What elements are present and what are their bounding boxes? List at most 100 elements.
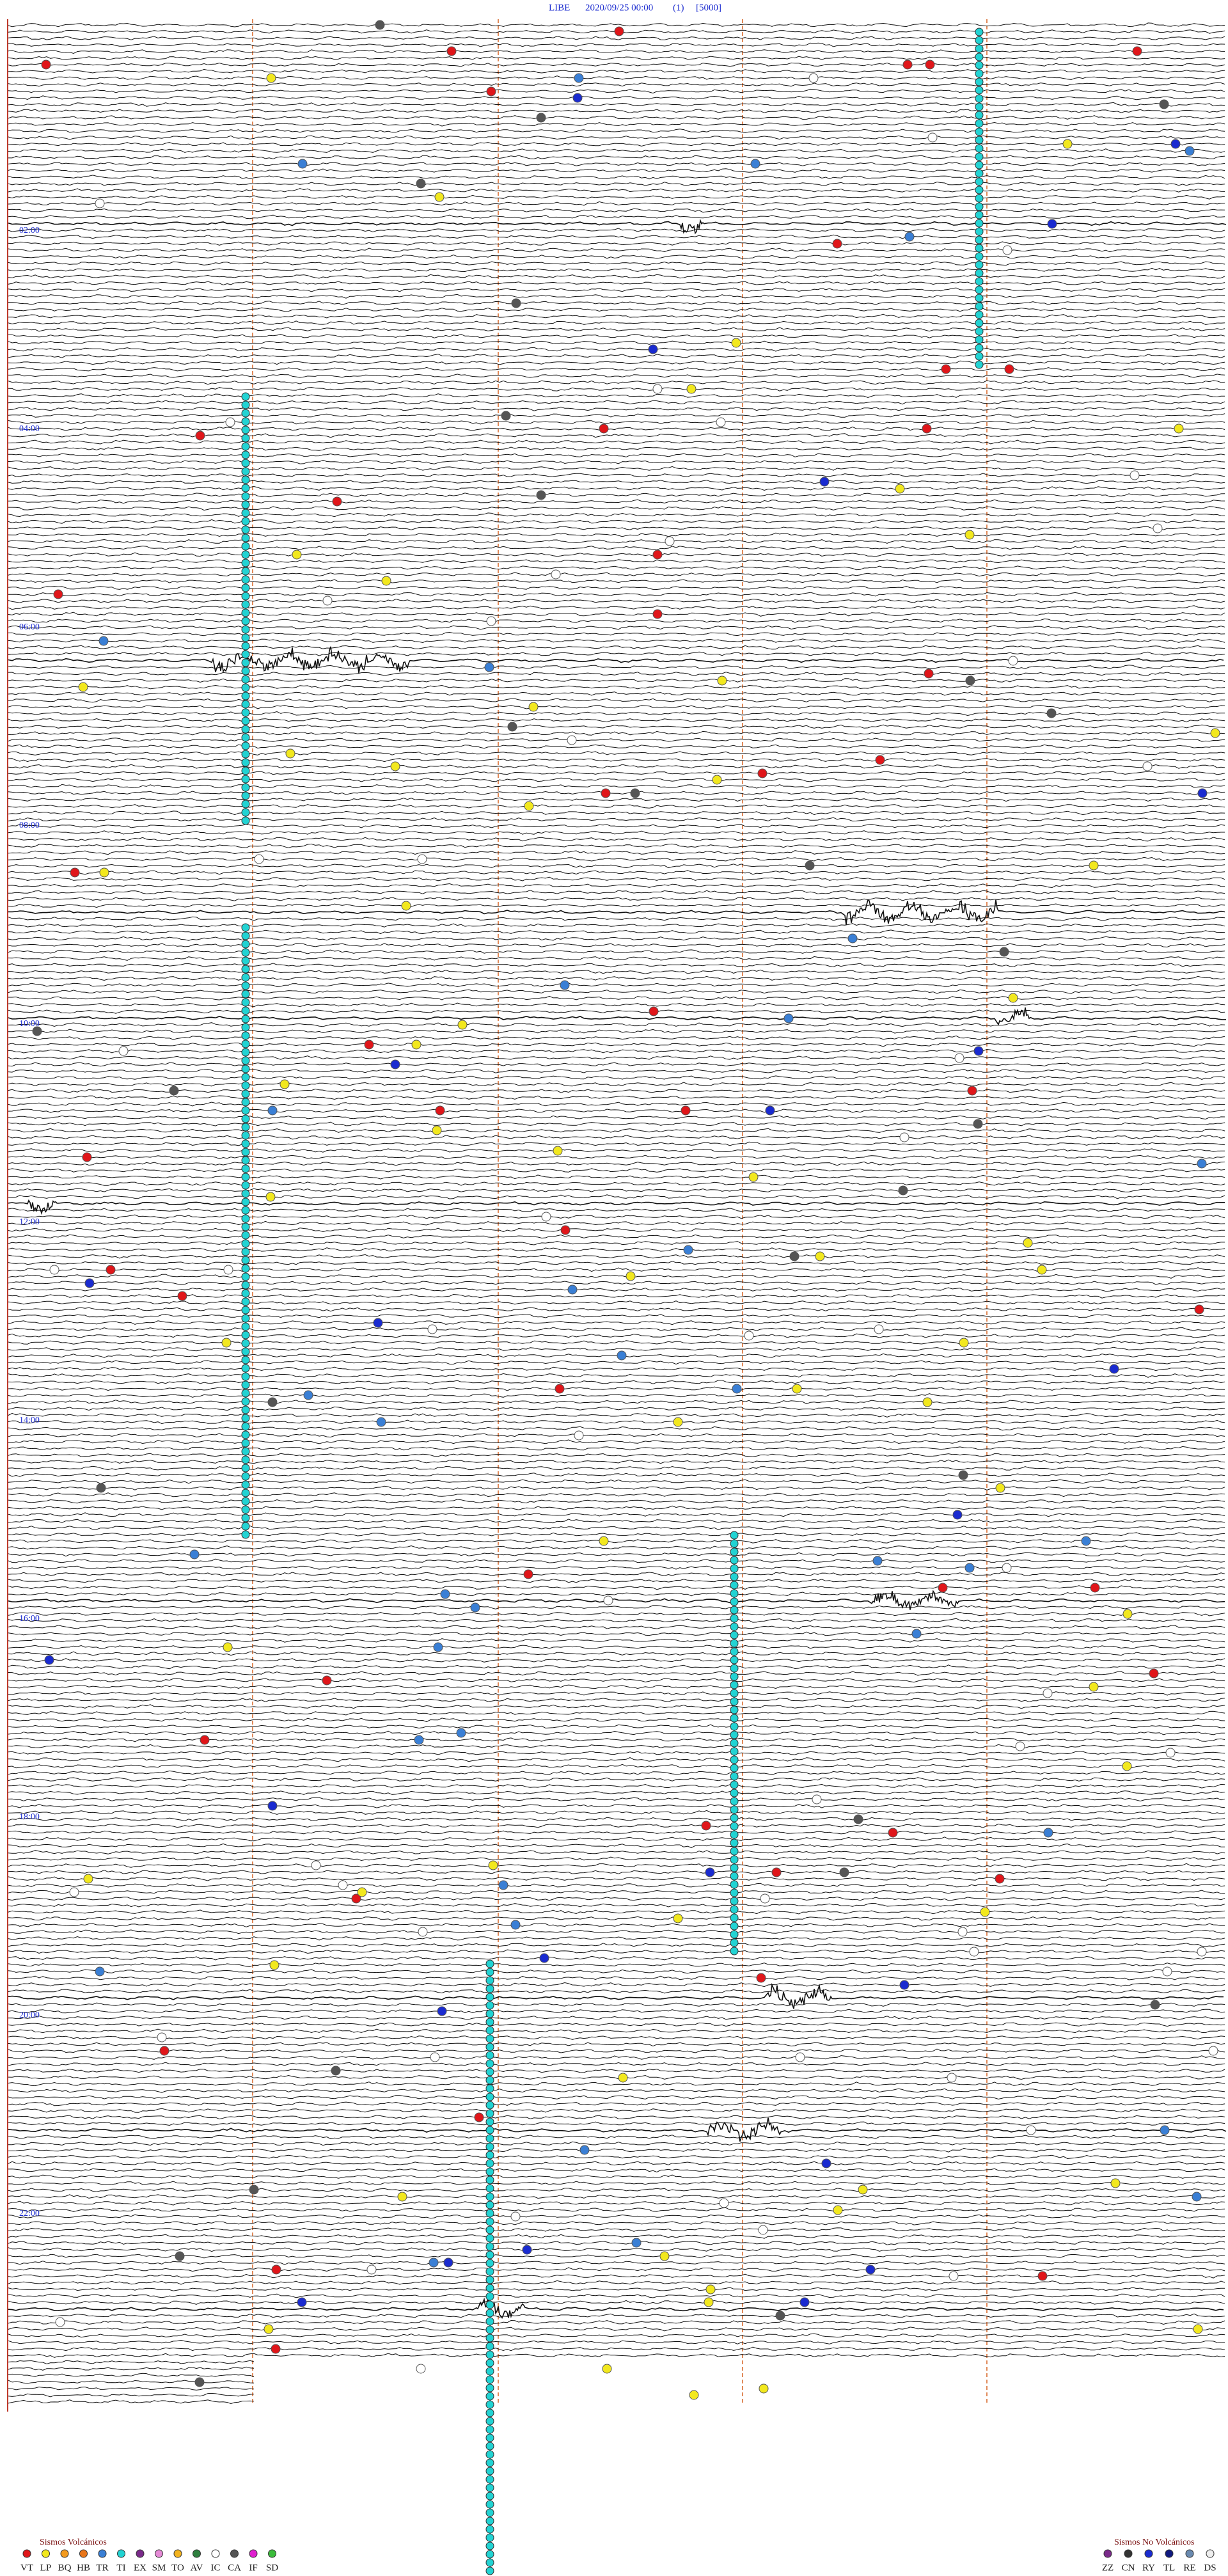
event-marker <box>474 2112 484 2122</box>
event-marker <box>99 867 109 878</box>
event-marker <box>118 1046 129 1056</box>
event-marker <box>541 1212 551 1222</box>
event-marker <box>241 417 250 426</box>
event-marker <box>553 1146 563 1156</box>
event-marker <box>485 2026 494 2035</box>
trace <box>8 1737 1225 1742</box>
event-marker <box>599 423 609 434</box>
trace <box>8 82 1225 87</box>
event-marker <box>390 761 400 771</box>
trace <box>8 1446 1225 1451</box>
trace <box>8 208 1225 213</box>
event-marker <box>649 1006 659 1016</box>
trace <box>8 374 1225 378</box>
trace <box>8 810 1225 816</box>
trace <box>8 1042 1225 1047</box>
event-marker <box>417 854 427 864</box>
event-marker <box>730 1739 739 1748</box>
trace <box>8 1380 1225 1385</box>
event-marker <box>975 344 984 352</box>
trace <box>8 1473 1225 1477</box>
trace <box>8 506 1225 511</box>
trace <box>8 1923 1225 1927</box>
event-marker <box>689 2390 699 2400</box>
legend-swatch <box>60 2549 69 2558</box>
trace <box>8 1651 1225 1656</box>
trace <box>8 1625 1225 1630</box>
trace <box>8 1684 1225 1689</box>
trace <box>8 1048 1225 1054</box>
event-marker <box>975 335 984 344</box>
event-marker <box>241 642 250 651</box>
trace <box>8 347 1225 352</box>
event-marker <box>241 525 250 534</box>
event-marker <box>241 1206 250 1215</box>
trace <box>8 711 1225 716</box>
legend-code: TO <box>171 2563 184 2573</box>
event-marker <box>899 1132 909 1142</box>
legend-title: Sismos No Volcánicos <box>1114 2538 1195 2547</box>
event-marker <box>730 1938 739 1947</box>
trace <box>8 1949 1225 1954</box>
event-marker <box>241 425 250 434</box>
event-marker <box>683 1245 693 1255</box>
event-marker <box>730 1730 739 1739</box>
event-marker <box>221 1338 232 1348</box>
trace <box>8 1148 1225 1153</box>
event-marker <box>601 788 611 798</box>
trace <box>8 22 1225 28</box>
event-marker <box>618 2073 628 2083</box>
trace <box>8 2221 1225 2225</box>
event-marker <box>267 1105 278 1116</box>
trace <box>8 519 1225 524</box>
event-marker <box>241 783 250 792</box>
event-marker <box>815 1251 825 1261</box>
event-marker <box>975 244 984 253</box>
trace <box>8 2254 1225 2259</box>
event-marker <box>338 1880 348 1890</box>
trace <box>8 552 1225 557</box>
trace <box>8 473 1225 478</box>
event-marker <box>485 2225 494 2234</box>
event-marker <box>730 1797 739 1806</box>
event-marker <box>485 2184 494 2193</box>
event-marker <box>652 549 663 560</box>
trace <box>8 1228 1225 1233</box>
trace <box>8 1969 1225 1974</box>
trace <box>8 95 1225 100</box>
trace <box>8 744 1225 749</box>
event-marker <box>1185 146 1195 156</box>
trace <box>8 1333 1225 1338</box>
trace <box>8 1022 1225 1027</box>
event-marker <box>241 550 250 559</box>
legend-swatch <box>1103 2549 1112 2558</box>
event-marker <box>957 1927 968 1937</box>
trace <box>8 148 1225 153</box>
legend-swatch <box>98 2549 107 2558</box>
event-marker <box>1122 1609 1133 1619</box>
trace <box>8 1538 1225 1544</box>
event-marker <box>730 1822 739 1831</box>
trace <box>8 1088 1225 1093</box>
event-marker <box>812 1794 822 1805</box>
trace <box>8 426 1225 431</box>
trace <box>8 625 1225 630</box>
trace <box>8 2300 1225 2305</box>
trace <box>8 333 1225 338</box>
legend-code: TR <box>96 2563 108 2573</box>
trace <box>8 1963 1225 1967</box>
event-marker <box>485 2217 494 2226</box>
trace <box>8 843 1225 848</box>
event-marker <box>241 1355 250 1364</box>
trace <box>8 929 1225 935</box>
event-marker <box>440 1589 450 1599</box>
event-marker <box>1130 470 1140 480</box>
trace <box>8 1155 1225 1160</box>
trace <box>8 850 1225 855</box>
event-marker <box>267 1397 278 1407</box>
trace <box>8 1830 1225 1835</box>
event-marker <box>975 28 984 36</box>
event-marker <box>730 1589 739 1598</box>
event-marker <box>485 2292 494 2301</box>
event-marker <box>285 748 295 759</box>
